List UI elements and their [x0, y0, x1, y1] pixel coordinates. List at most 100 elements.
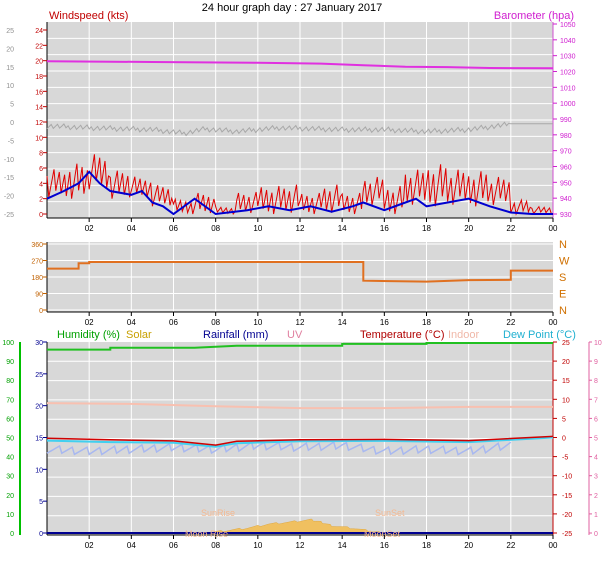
annotation-sunrise: SunRise — [201, 508, 235, 518]
y-tick-label-uv: 8 — [594, 378, 598, 385]
series-indoor-temp — [46, 402, 553, 410]
y-tick-label-wind: 6 — [39, 166, 43, 173]
y-tick-label-temp: -25 — [562, 531, 572, 538]
y-tick-label-direction: 270 — [31, 259, 43, 266]
y-tick-label-grey: -25 — [4, 212, 14, 219]
y-tick-label-grey: -5 — [8, 138, 14, 145]
y-tick-label-pressure: 950 — [560, 180, 572, 187]
y-tick-label-grey: 5 — [10, 102, 14, 109]
x-tick-label: 00 — [549, 318, 558, 327]
y-tick-label-wind: 22 — [35, 43, 43, 50]
y-tick-label-pressure: 940 — [560, 196, 572, 203]
y-tick-label-pressure: 1020 — [560, 70, 576, 77]
x-tick-label: 10 — [253, 318, 262, 327]
x-tick-label: 22 — [506, 224, 515, 233]
y-tick-label-pressure: 1050 — [560, 22, 576, 29]
y-tick-label-pressure: 1030 — [560, 54, 576, 61]
y-tick-label-humidity: 90 — [6, 359, 14, 366]
y-tick-label-grey: -20 — [4, 194, 14, 201]
compass-label: S — [559, 272, 566, 284]
y-tick-label-pressure: 1040 — [560, 38, 576, 45]
y-tick-label-humidity: 80 — [6, 378, 14, 385]
y-tick-label-direction: 90 — [35, 292, 43, 299]
y-tick-label-uv: 2 — [594, 493, 598, 500]
y-tick-label-pressure: 960 — [560, 165, 572, 172]
y-tick-label-grey: 20 — [6, 46, 14, 53]
x-tick-label: 00 — [549, 541, 558, 550]
series-temperature — [46, 435, 554, 446]
y-tick-label-humidity: 30 — [6, 474, 14, 481]
y-tick-label-grey: 25 — [6, 28, 14, 35]
x-tick-label: 14 — [338, 541, 347, 550]
panel-climate: 1009080706050403020100302520151050252015… — [2, 329, 602, 550]
x-tick-label: 00 — [549, 224, 558, 233]
x-tick-label: 18 — [422, 318, 431, 327]
x-tick-label: 12 — [296, 318, 305, 327]
y-tick-label-pressure: 970 — [560, 149, 572, 156]
x-tick-label: 02 — [85, 318, 94, 327]
y-tick-label-wind: 14 — [35, 105, 43, 112]
y-tick-label-humidity: 40 — [6, 455, 14, 462]
x-tick-label: 20 — [464, 318, 473, 327]
series-avg-wind — [46, 170, 553, 216]
series-solar — [205, 518, 385, 534]
y-tick-label-rain: 20 — [35, 404, 43, 411]
y-tick-label-humidity: 20 — [6, 493, 14, 500]
x-tick-label: 10 — [253, 541, 262, 550]
y-tick-label-uv: 5 — [594, 436, 598, 443]
series-wind-direction — [47, 261, 553, 283]
x-tick-label: 22 — [506, 318, 515, 327]
x-tick-label: 12 — [296, 541, 305, 550]
y-tick-label-wind: 20 — [35, 59, 43, 66]
y-tick-label-wind: 16 — [35, 89, 43, 96]
y-tick-label-grey: -10 — [4, 157, 14, 164]
y-tick-label-humidity: 10 — [6, 512, 14, 519]
x-tick-label: 10 — [253, 224, 262, 233]
x-tick-label: 14 — [338, 318, 347, 327]
y-tick-label-pressure: 1010 — [560, 85, 576, 92]
y-tick-label-direction: 180 — [31, 275, 43, 282]
y-tick-label-humidity: 100 — [2, 340, 14, 347]
y-tick-label-wind: 12 — [35, 120, 43, 127]
y-tick-label-humidity: 70 — [6, 397, 14, 404]
y-tick-label-rain: 5 — [39, 499, 43, 506]
y-tick-label-temp: 15 — [562, 378, 570, 385]
y-tick-label-humidity: 0 — [10, 531, 14, 538]
series-windchill — [46, 121, 553, 137]
y-tick-label-pressure: 980 — [560, 133, 572, 140]
y-tick-label-temp: 0 — [562, 436, 566, 443]
x-tick-label: 16 — [380, 224, 389, 233]
x-tick-label: 20 — [464, 224, 473, 233]
y-tick-label-temp: -5 — [562, 455, 568, 462]
x-tick-label: 04 — [127, 318, 136, 327]
series-gust — [46, 154, 552, 216]
annotation-moonset: MoonSet — [364, 529, 401, 539]
y-tick-label-uv: 10 — [594, 340, 602, 347]
x-tick-label: 02 — [85, 541, 94, 550]
x-tick-label: 08 — [211, 318, 220, 327]
compass-label: E — [559, 289, 566, 301]
y-tick-label-temp: -15 — [562, 493, 572, 500]
y-tick-label-uv: 0 — [594, 531, 598, 538]
legend-dewpoint: Dew Point (°C) — [503, 329, 576, 341]
legend-uv: UV — [287, 329, 303, 341]
y-tick-label-uv: 7 — [594, 397, 598, 404]
annotation-moonrise: Moon Rise — [185, 529, 228, 539]
x-tick-label: 20 — [464, 541, 473, 550]
y-tick-label-wind: 2 — [39, 197, 43, 204]
y-tick-label-wind: 24 — [35, 28, 43, 35]
legend-barometer: Barometer (hpa) — [494, 10, 574, 22]
y-tick-label-grey: 15 — [6, 65, 14, 72]
x-tick-label: 08 — [211, 541, 220, 550]
chart-title: 24 hour graph day : 27 January 2017 — [202, 2, 382, 14]
legend-humidity: Humidity (%) — [57, 329, 120, 341]
legend-solar: Solar — [126, 329, 152, 341]
legend-indoor: Indoor — [448, 329, 480, 341]
x-tick-label: 06 — [169, 318, 178, 327]
legend-rainfall: Rainfall (mm) — [203, 329, 268, 341]
series-barometer — [46, 60, 554, 70]
y-tick-label-uv: 3 — [594, 474, 598, 481]
y-tick-label-grey: -15 — [4, 175, 14, 182]
x-tick-label: 14 — [338, 224, 347, 233]
